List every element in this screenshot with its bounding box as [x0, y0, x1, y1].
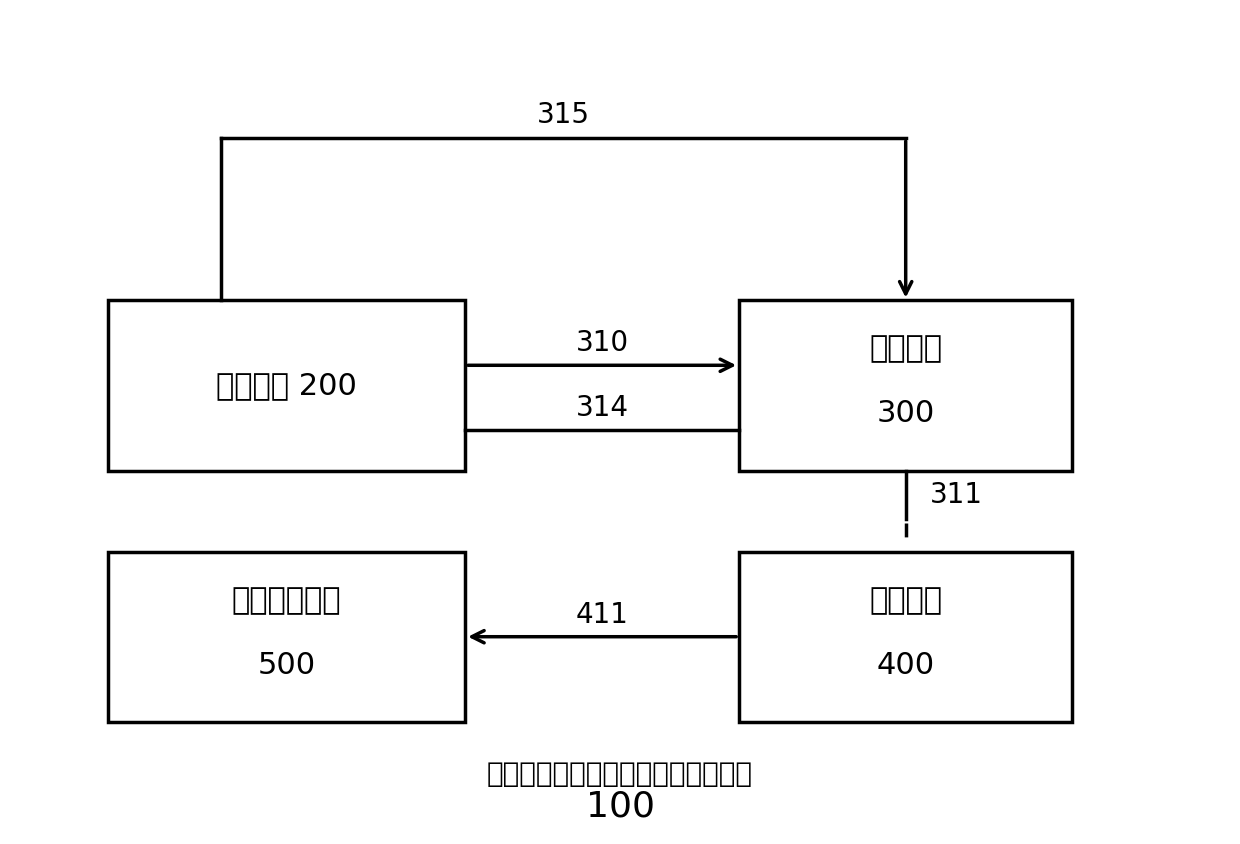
Bar: [739, 300, 1073, 471]
Bar: [108, 300, 465, 471]
Bar: [108, 552, 465, 722]
Text: 310: 310: [575, 329, 629, 357]
Text: 400: 400: [877, 651, 935, 679]
Text: 300: 300: [877, 399, 935, 429]
Text: 311: 311: [930, 481, 982, 509]
Text: 测频电路: 测频电路: [869, 586, 942, 614]
Text: 315: 315: [537, 100, 590, 128]
Bar: [739, 552, 1073, 722]
Text: 微谐振器 200: 微谐振器 200: [216, 371, 357, 400]
Text: 温度标定电路: 温度标定电路: [232, 586, 341, 614]
Text: 基于微谐振器的高精度温度测量系统: 基于微谐振器的高精度温度测量系统: [487, 760, 753, 788]
Text: 500: 500: [258, 651, 316, 679]
Text: 411: 411: [575, 601, 629, 629]
Text: 100: 100: [585, 790, 655, 824]
Text: 314: 314: [575, 394, 629, 422]
Text: 驱动电路: 驱动电路: [869, 334, 942, 364]
